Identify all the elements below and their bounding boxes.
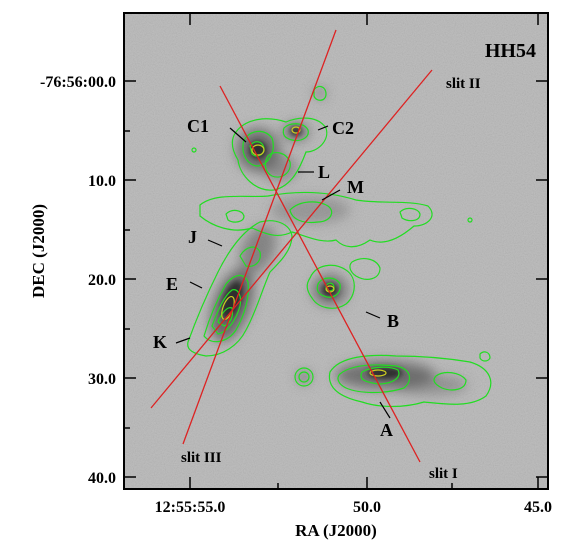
slit-III-line xyxy=(182,29,337,445)
contours xyxy=(187,85,492,408)
x-tick-label: 45.0 xyxy=(524,499,552,516)
figure-title: HH54 xyxy=(485,40,536,62)
knot-label-M: M xyxy=(347,177,364,197)
y-tick-label: 20.0 xyxy=(88,272,116,289)
slit-label-III: slit III xyxy=(181,450,222,466)
knot-label-C2: C2 xyxy=(332,118,354,138)
y-tick-labels: -76:56:00.0 10.0 20.0 30.0 40.0 xyxy=(40,74,116,487)
y-tick-label: 40.0 xyxy=(88,470,116,487)
y-tick-label: 10.0 xyxy=(88,173,116,190)
plot-frame xyxy=(123,12,549,490)
x-axis-label: RA (J2000) xyxy=(295,521,377,540)
x-tick-label: 12:55:55.0 xyxy=(155,499,226,516)
knot-label-E: E xyxy=(166,274,178,294)
slit-label-II: slit II xyxy=(446,76,481,92)
knot-label-L: L xyxy=(318,162,330,182)
knot-labels: C1 C2 L M J E K B A xyxy=(153,116,399,440)
knot-label-B: B xyxy=(387,311,399,331)
knot-label-C1: C1 xyxy=(187,116,209,136)
slit-I-line xyxy=(219,85,421,463)
tick-marks xyxy=(124,13,548,489)
slit-II-line xyxy=(150,69,433,409)
y-tick-label: -76:56:00.0 xyxy=(40,74,116,91)
knot-label-K: K xyxy=(153,332,167,352)
knot-label-J: J xyxy=(188,227,197,247)
y-tick-label: 30.0 xyxy=(88,371,116,388)
knot-label-A: A xyxy=(380,420,393,440)
image-panel xyxy=(124,13,548,489)
sky-background xyxy=(124,13,548,489)
slits xyxy=(150,29,433,463)
x-tick-labels: 12:55:55.0 50.0 45.0 xyxy=(155,499,552,516)
y-axis-label: DEC (J2000) xyxy=(29,204,48,298)
knot-pointers xyxy=(175,125,391,419)
slit-label-I: slit I xyxy=(429,466,458,482)
x-tick-label: 50.0 xyxy=(353,499,381,516)
